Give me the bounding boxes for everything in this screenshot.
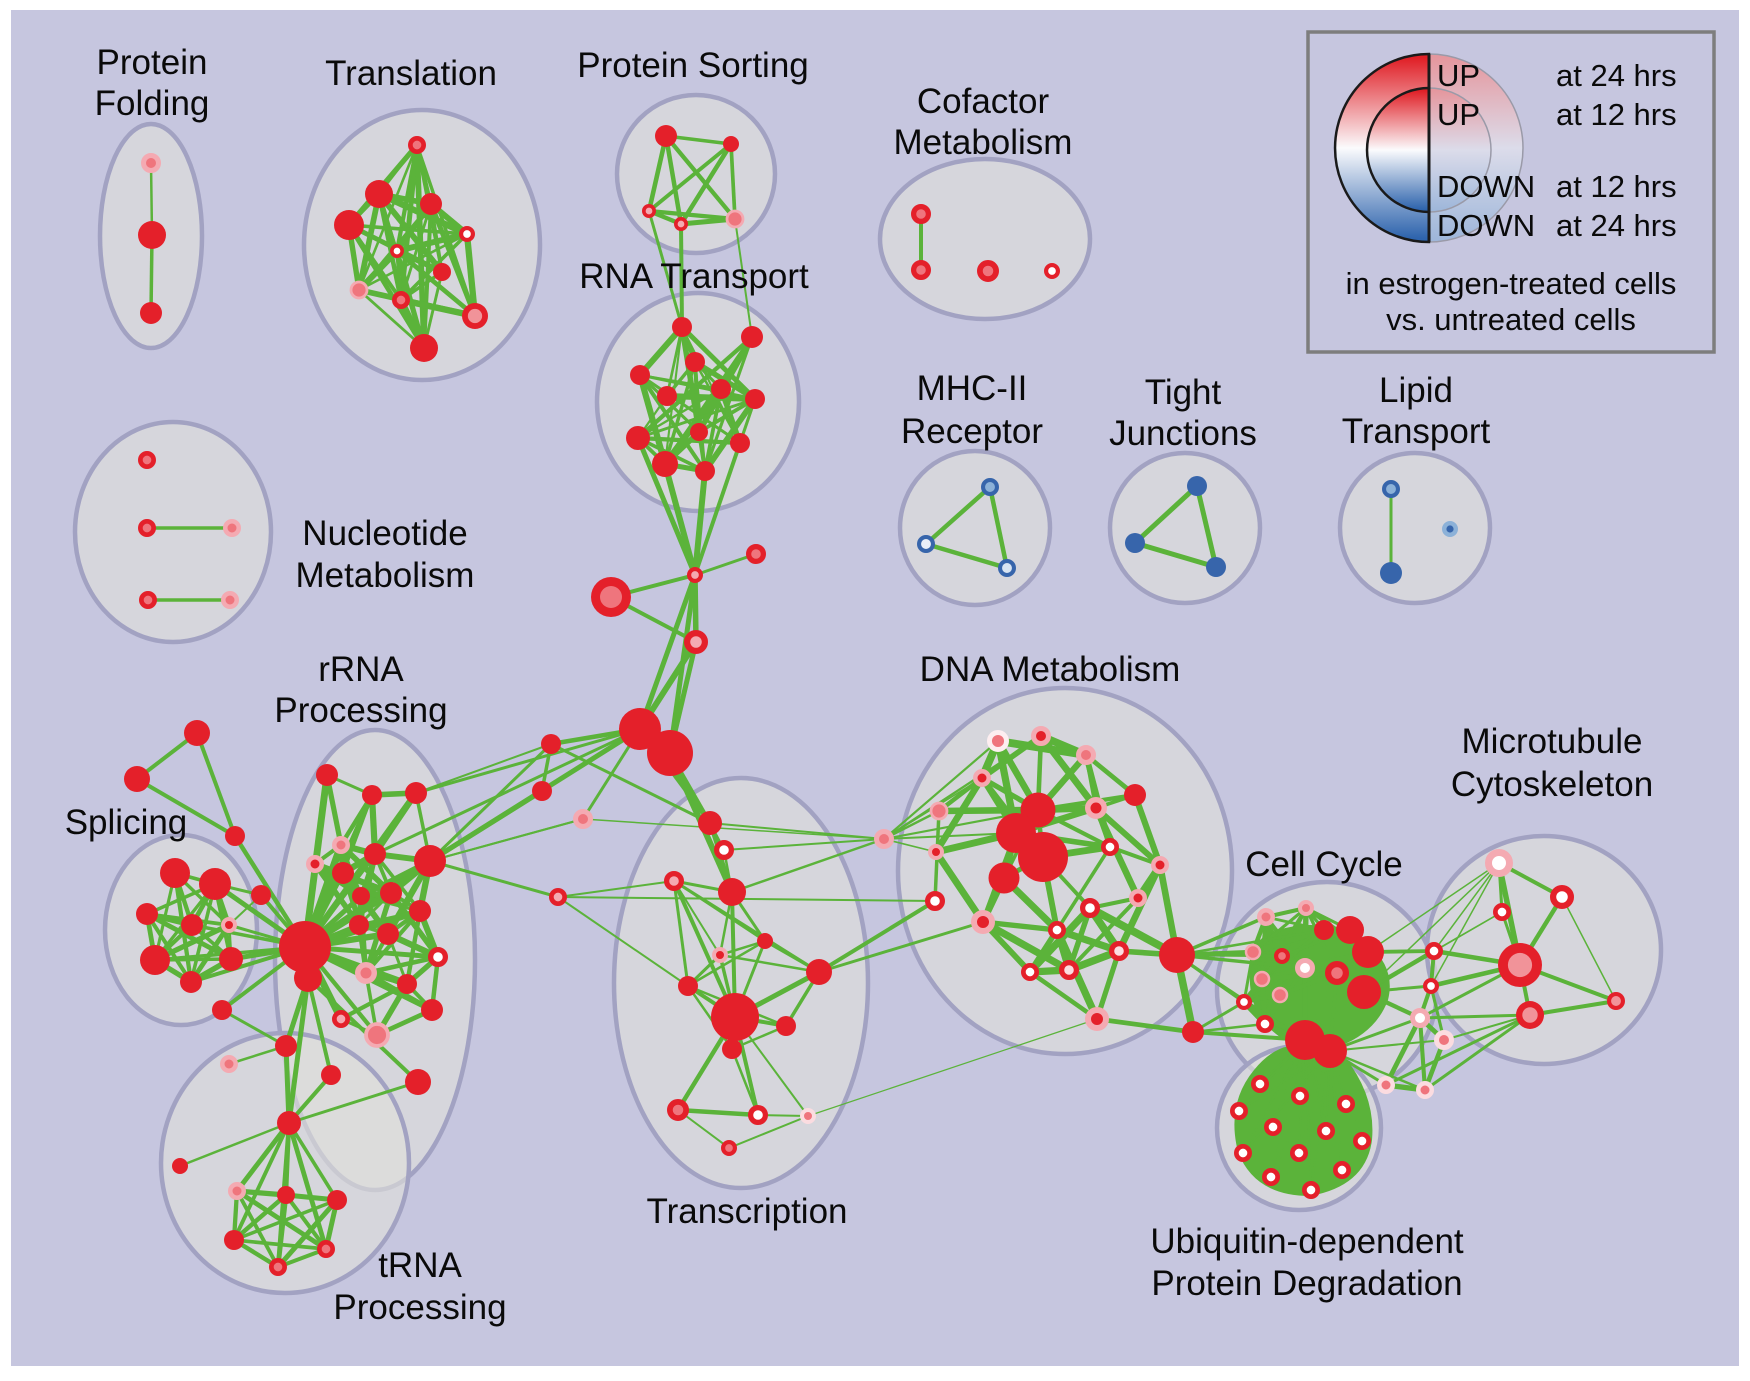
- svg-text:Junctions: Junctions: [1109, 414, 1257, 453]
- svg-text:Protein Sorting: Protein Sorting: [577, 46, 809, 85]
- svg-text:Receptor: Receptor: [901, 412, 1043, 451]
- svg-text:UP: UP: [1437, 97, 1480, 132]
- svg-text:Microtubule: Microtubule: [1462, 722, 1643, 761]
- svg-text:vs. untreated cells: vs. untreated cells: [1386, 302, 1636, 337]
- svg-text:at 24 hrs: at 24 hrs: [1556, 208, 1677, 243]
- svg-text:Transport: Transport: [1342, 412, 1491, 451]
- svg-text:at 12 hrs: at 12 hrs: [1556, 169, 1677, 204]
- svg-text:Processing: Processing: [333, 1288, 506, 1327]
- svg-text:Metabolism: Metabolism: [894, 123, 1073, 162]
- svg-text:Lipid: Lipid: [1379, 371, 1453, 410]
- svg-text:Transcription: Transcription: [647, 1192, 848, 1231]
- svg-text:DOWN: DOWN: [1437, 169, 1535, 204]
- svg-text:Cell Cycle: Cell Cycle: [1245, 845, 1403, 884]
- svg-text:rRNA: rRNA: [318, 650, 404, 689]
- svg-text:Protein: Protein: [97, 43, 208, 82]
- svg-text:at 12 hrs: at 12 hrs: [1556, 97, 1677, 132]
- svg-text:Cofactor: Cofactor: [917, 82, 1050, 121]
- svg-text:Protein Degradation: Protein Degradation: [1151, 1264, 1462, 1303]
- svg-text:at 24 hrs: at 24 hrs: [1556, 58, 1677, 93]
- svg-text:Translation: Translation: [325, 54, 497, 93]
- svg-text:DOWN: DOWN: [1437, 208, 1535, 243]
- svg-text:Metabolism: Metabolism: [296, 556, 475, 595]
- svg-text:Folding: Folding: [95, 84, 210, 123]
- svg-text:tRNA: tRNA: [378, 1246, 462, 1285]
- svg-text:Processing: Processing: [274, 691, 447, 730]
- svg-text:MHC-II: MHC-II: [917, 369, 1028, 408]
- svg-text:Splicing: Splicing: [65, 803, 188, 842]
- svg-text:Tight: Tight: [1145, 373, 1222, 412]
- svg-text:Ubiquitin-dependent: Ubiquitin-dependent: [1150, 1222, 1464, 1261]
- svg-text:RNA Transport: RNA Transport: [579, 257, 809, 296]
- svg-text:in estrogen-treated cells: in estrogen-treated cells: [1346, 266, 1677, 301]
- svg-text:Nucleotide: Nucleotide: [302, 514, 467, 553]
- svg-text:UP: UP: [1437, 58, 1480, 93]
- svg-text:DNA Metabolism: DNA Metabolism: [920, 650, 1181, 689]
- svg-text:Cytoskeleton: Cytoskeleton: [1451, 765, 1653, 804]
